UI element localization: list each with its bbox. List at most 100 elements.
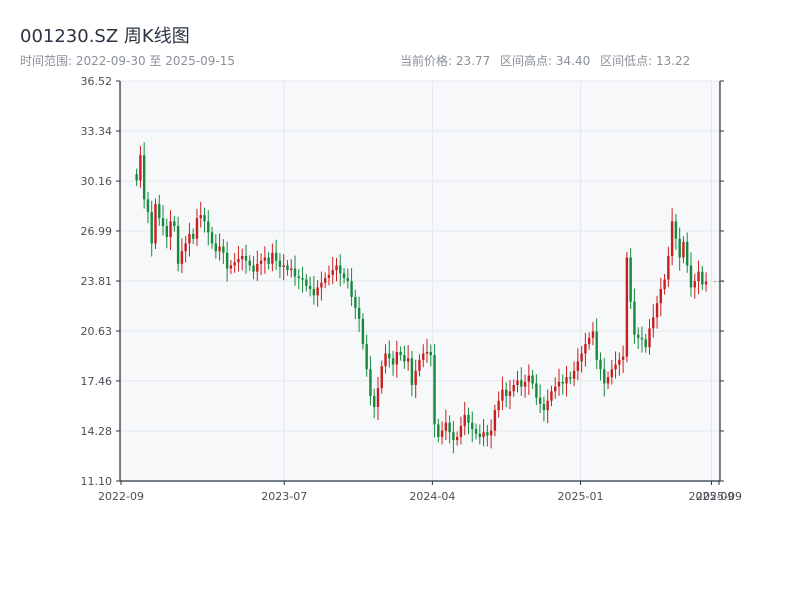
candle-body — [327, 274, 331, 279]
grid-lines — [120, 80, 720, 482]
candle-body — [501, 389, 504, 401]
candle-body — [142, 155, 146, 200]
candle-body — [403, 355, 406, 362]
x-tick-label: 2025-09 — [696, 490, 742, 503]
candle-body — [636, 334, 640, 338]
y-tick-label: 11.10 — [81, 475, 113, 488]
candle-body — [452, 432, 455, 441]
date-range-subtitle: 时间范围: 2022-09-30 至 2025-09-15 — [20, 54, 235, 68]
candle-body — [263, 257, 267, 261]
candle-body — [214, 243, 218, 252]
candle-body — [572, 370, 576, 379]
candle-body — [621, 356, 625, 360]
candle-body — [557, 381, 561, 387]
y-axis-ticks: 36.52 33.34 30.16 26.99 23.81 20.63 17.46 14.28… — [81, 75, 724, 488]
y-tick-label: 26.99 — [81, 225, 113, 238]
candle-body — [550, 391, 553, 401]
candle-body — [225, 252, 229, 269]
candle-body — [478, 433, 481, 437]
candle-body — [429, 351, 432, 356]
candle-body — [678, 238, 681, 258]
x-tick-label: 2024-04 — [409, 490, 455, 503]
candle-body — [158, 204, 161, 219]
candle-body — [610, 369, 613, 378]
candle-body — [655, 303, 659, 318]
candle-body — [135, 174, 138, 181]
candle-body — [369, 369, 372, 397]
candle-body — [290, 268, 293, 271]
candle-body — [437, 424, 440, 437]
candle-body — [207, 221, 210, 233]
candle-body — [686, 241, 689, 266]
candle-body — [569, 377, 572, 379]
candle-body — [674, 221, 678, 239]
candle-body — [471, 422, 474, 430]
candle-body — [606, 377, 610, 384]
candle-body — [384, 353, 387, 367]
candle-body — [603, 369, 606, 384]
candle-body — [527, 375, 531, 382]
candle-body — [493, 410, 497, 431]
candle-body — [535, 383, 538, 398]
candle-body — [670, 221, 674, 256]
x-tick-label: 2023-07 — [261, 490, 307, 503]
candle-body — [342, 273, 346, 279]
candle-body — [278, 260, 282, 267]
candle-body — [244, 255, 248, 261]
candle-body — [614, 364, 617, 370]
candle-body — [316, 287, 319, 296]
candle-body — [467, 414, 470, 423]
candle-body — [293, 268, 297, 277]
candle-body — [584, 344, 587, 354]
candle-body — [339, 265, 342, 274]
candle-body — [561, 381, 564, 384]
candle-body — [237, 259, 240, 263]
candle-body — [191, 233, 195, 239]
candle-body — [346, 278, 350, 282]
candle-body — [523, 381, 527, 387]
candle-body — [542, 403, 546, 411]
candle-body — [233, 262, 236, 266]
candle-body — [203, 215, 206, 222]
candle-body — [350, 281, 353, 297]
candle-body — [218, 246, 221, 252]
price-stats: 当前价格: 23.77 区间高点: 34.40 区间低点: 13.22 — [400, 52, 696, 69]
candle-body — [444, 422, 448, 431]
candle-body — [267, 257, 270, 264]
candle-body — [308, 285, 312, 290]
candle-body — [282, 265, 285, 267]
candle-body — [701, 271, 704, 285]
candle-body — [199, 215, 202, 219]
candle-body — [395, 351, 399, 365]
candle-body — [146, 199, 150, 212]
candle-body — [508, 391, 512, 397]
candle-body — [414, 370, 417, 386]
y-tick-label: 30.16 — [81, 175, 113, 188]
candle-body — [256, 263, 259, 272]
candle-body — [482, 432, 485, 437]
candle-body — [433, 355, 436, 425]
candle-body — [176, 226, 180, 264]
candle-body — [418, 359, 421, 371]
candle-body — [150, 211, 153, 244]
candle-body — [644, 339, 647, 348]
candle-body — [576, 361, 580, 371]
candle-body — [659, 289, 663, 304]
candle-body — [320, 282, 323, 288]
candle-body — [667, 255, 670, 280]
candle-body — [335, 265, 338, 271]
candle-body — [154, 204, 157, 244]
y-tick-label: 33.34 — [81, 125, 113, 138]
x-tick-label: 2025-01 — [558, 490, 604, 503]
candle-body — [512, 385, 515, 392]
candle-body — [497, 400, 500, 411]
y-tick-label: 36.52 — [81, 75, 113, 88]
candle-body — [599, 359, 602, 370]
candle-body — [331, 270, 334, 275]
candle-body — [682, 241, 685, 258]
candle-body — [373, 396, 376, 408]
candle-body — [391, 358, 395, 365]
candle-body — [195, 218, 199, 239]
candle-body — [188, 233, 191, 244]
